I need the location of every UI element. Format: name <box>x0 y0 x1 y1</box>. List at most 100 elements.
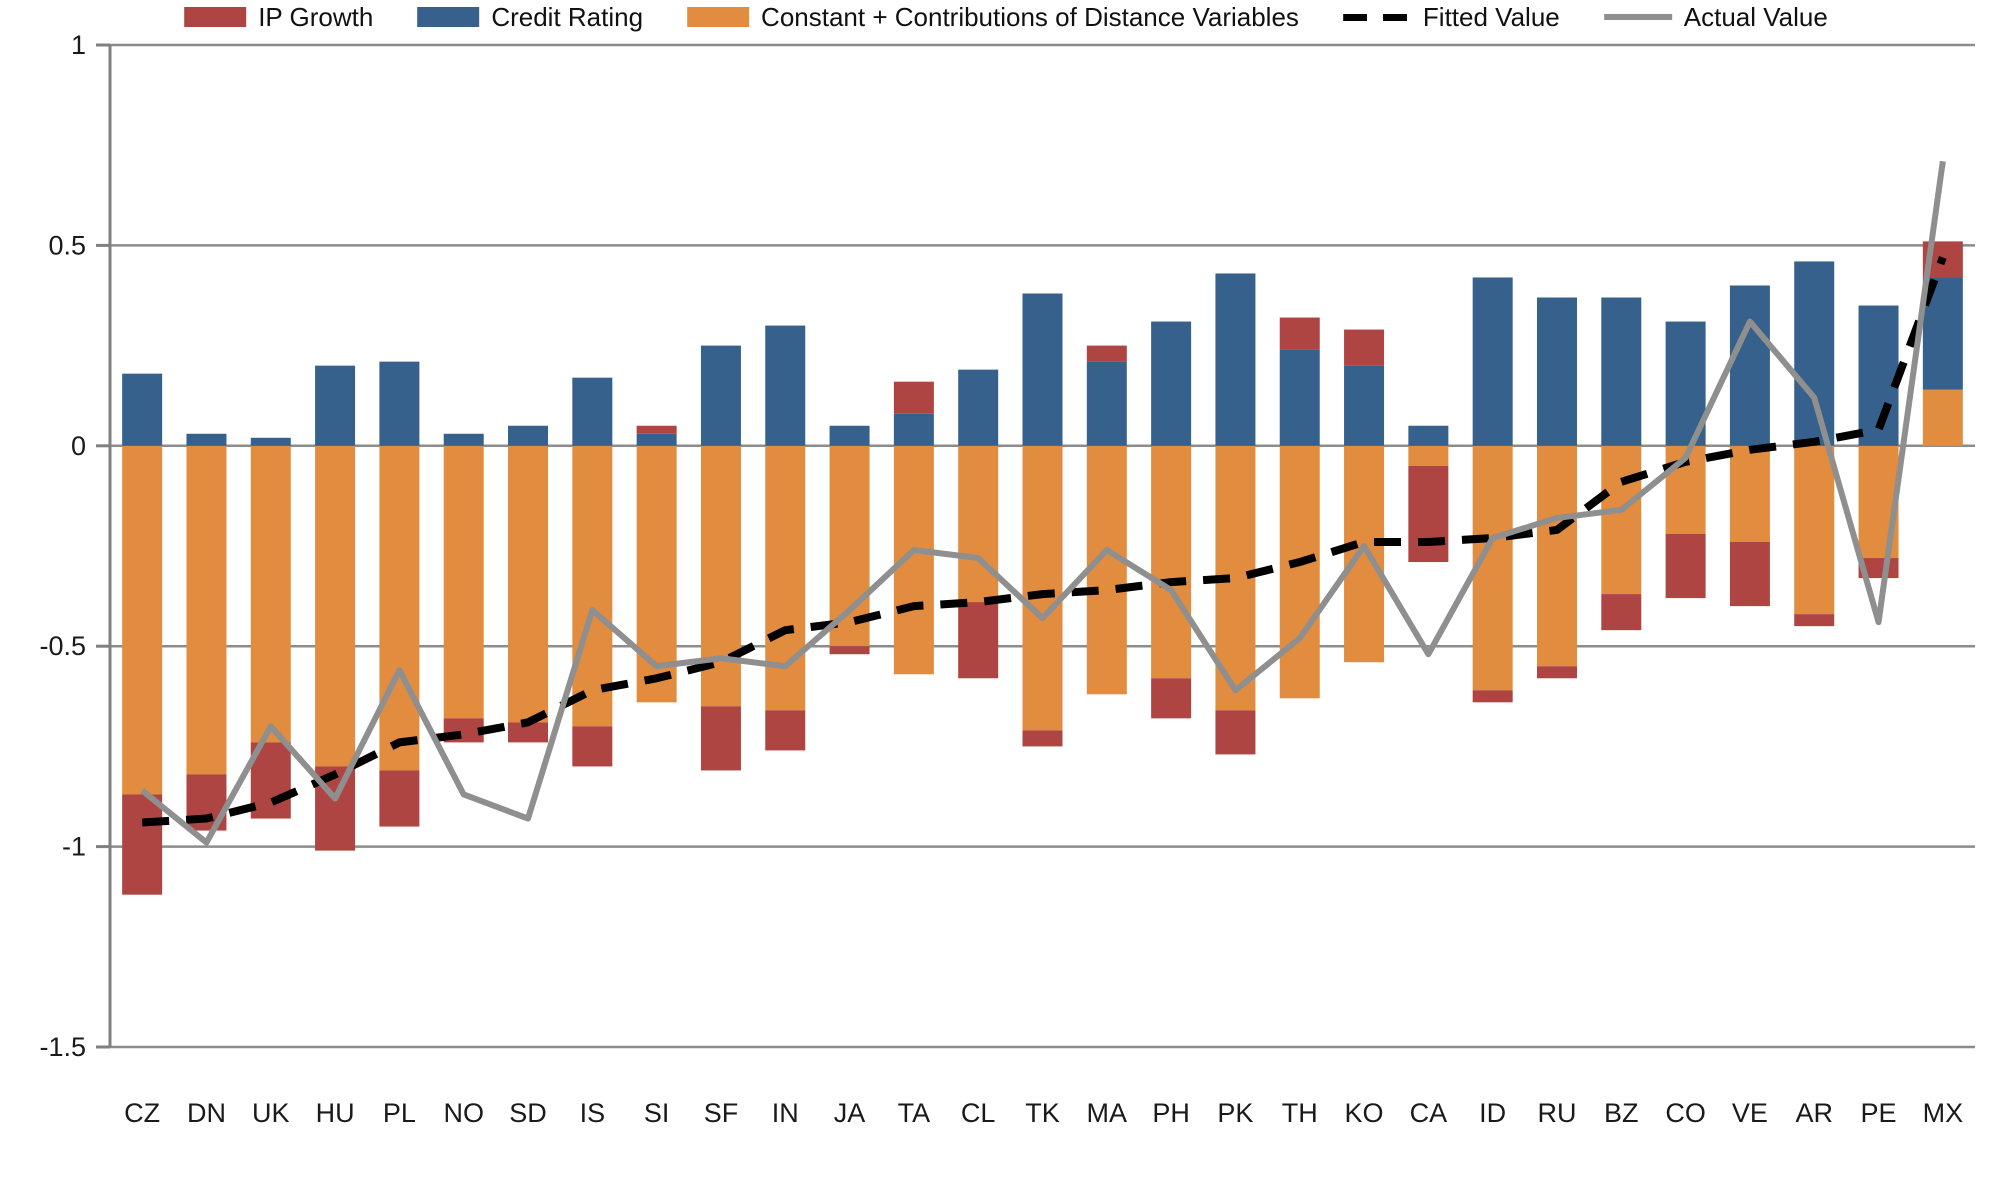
legend-item-fitted: Fitted Value <box>1342 2 1560 32</box>
bar-segment-constant_distance-IN <box>765 445 806 711</box>
y-axis-label: -1.5 <box>39 1032 86 1062</box>
bar-segment-credit_rating-JA <box>829 425 870 446</box>
legend-item-credit_rating: Credit Rating <box>417 4 643 30</box>
legend-line-sample-fitted <box>1342 13 1411 21</box>
bar-segment-ip_growth-TA <box>893 381 934 414</box>
x-axis-label-DN: DN <box>187 1098 226 1128</box>
bar-segment-ip_growth-ID <box>1472 690 1513 703</box>
bar-segment-ip_growth-SI <box>636 425 677 434</box>
bar-segment-ip_growth-CA <box>1408 465 1449 563</box>
x-axis-label-ID: ID <box>1479 1098 1506 1128</box>
bar-segment-credit_rating-CL <box>958 369 999 446</box>
x-axis-label-HU: HU <box>316 1098 355 1128</box>
bar-segment-constant_distance-RU <box>1536 445 1577 667</box>
bar-segment-ip_growth-PK <box>1215 710 1256 755</box>
bar-segment-constant_distance-TH <box>1279 445 1320 699</box>
x-axis-label-PK: PK <box>1217 1098 1253 1128</box>
bar-segment-constant_distance-MA <box>1086 445 1127 695</box>
bar-segment-credit_rating-PH <box>1151 321 1192 446</box>
x-axis-label-AR: AR <box>1795 1098 1833 1128</box>
bar-segment-ip_growth-KO <box>1344 329 1385 366</box>
x-axis-label-SF: SF <box>704 1098 739 1128</box>
legend-swatch-credit_rating <box>417 7 480 27</box>
bar-segment-credit_rating-IS <box>572 377 613 446</box>
bar-segment-credit_rating-SI <box>636 433 677 446</box>
bar-segment-constant_distance-SI <box>636 445 677 703</box>
x-axis-label-CO: CO <box>1665 1098 1706 1128</box>
legend-label-credit_rating: Credit Rating <box>491 2 644 32</box>
y-axis-label: 0 <box>71 431 86 461</box>
bar-segment-ip_growth-CO <box>1665 533 1706 599</box>
bar-segment-ip_growth-CZ <box>122 794 163 895</box>
bar-segment-constant_distance-DN <box>186 445 227 775</box>
bar-segment-ip_growth-VE <box>1729 541 1770 607</box>
bar-segment-credit_rating-PK <box>1215 273 1256 446</box>
x-axis-label-BZ: BZ <box>1604 1098 1639 1128</box>
bar-segment-credit_rating-AR <box>1794 261 1835 446</box>
bar-segment-constant_distance-IS <box>572 445 613 727</box>
x-axis-label-VE: VE <box>1732 1098 1768 1128</box>
x-axis-label-CA: CA <box>1410 1098 1448 1128</box>
bar-segment-constant_distance-PL <box>379 445 420 771</box>
bar-segment-credit_rating-TK <box>1022 293 1063 446</box>
bar-segment-ip_growth-SF <box>700 706 741 771</box>
bar-segment-credit_rating-TA <box>893 413 934 446</box>
x-axis-label-UK: UK <box>252 1098 290 1128</box>
bar-segment-constant_distance-CL <box>958 445 999 603</box>
bar-segment-constant_distance-TK <box>1022 445 1063 731</box>
legend-label-constant_distance: Constant + Contributions of Distance Var… <box>761 2 1299 32</box>
legend-item-ip_growth: IP Growth <box>184 4 373 30</box>
y-axis-label: -0.5 <box>39 631 86 661</box>
bar-segment-credit_rating-BZ <box>1601 297 1642 446</box>
bar-segment-credit_rating-UK <box>250 437 291 446</box>
bar-segment-ip_growth-IN <box>765 710 806 751</box>
bar-segment-credit_rating-CA <box>1408 425 1449 446</box>
legend-label-ip_growth: IP Growth <box>258 2 374 32</box>
bar-segment-constant_distance-VE <box>1729 445 1770 542</box>
bar-segment-constant_distance-BZ <box>1601 445 1642 595</box>
x-axis-label-PH: PH <box>1152 1098 1190 1128</box>
legend-item-constant_distance: Constant + Contributions of Distance Var… <box>687 4 1299 30</box>
bar-segment-constant_distance-UK <box>250 445 291 743</box>
x-axis-label-JA: JA <box>834 1098 866 1128</box>
bar-segment-constant_distance-NO <box>443 445 484 719</box>
bar-segment-credit_rating-VE <box>1729 285 1770 446</box>
bar-segment-credit_rating-HU <box>315 365 356 446</box>
bar-segment-ip_growth-TH <box>1279 317 1320 350</box>
y-axis-label: 0.5 <box>48 230 86 260</box>
y-axis-label: 1 <box>71 30 86 60</box>
x-axis-label-RU: RU <box>1537 1098 1576 1128</box>
x-axis-label-TK: TK <box>1025 1098 1060 1128</box>
bar-segment-credit_rating-MA <box>1086 361 1127 446</box>
bar-segment-credit_rating-KO <box>1344 365 1385 446</box>
bar-segment-constant_distance-CZ <box>122 445 163 795</box>
bar-segment-constant_distance-HU <box>315 445 356 767</box>
bar-segment-ip_growth-IS <box>572 726 613 767</box>
bar-segment-ip_growth-JA <box>829 646 870 655</box>
bar-segment-credit_rating-TH <box>1279 349 1320 446</box>
x-axis-label-SD: SD <box>509 1098 547 1128</box>
x-axis-label-TH: TH <box>1282 1098 1318 1128</box>
legend-item-actual: Actual Value <box>1603 2 1828 32</box>
bar-segment-ip_growth-TK <box>1022 730 1063 747</box>
legend-label-fitted: Fitted Value <box>1422 2 1560 32</box>
x-axis-label-CZ: CZ <box>124 1098 160 1128</box>
bar-segment-constant_distance-PH <box>1151 445 1192 679</box>
bar-segment-credit_rating-SF <box>700 345 741 446</box>
bar-segment-credit_rating-CZ <box>122 373 163 446</box>
bar-segment-constant_distance-AR <box>1794 445 1835 615</box>
x-axis-label-NO: NO <box>443 1098 484 1128</box>
bar-segment-ip_growth-AR <box>1794 614 1835 627</box>
bar-segment-constant_distance-KO <box>1344 445 1385 663</box>
x-axis-label-MX: MX <box>1923 1098 1964 1128</box>
bar-segment-credit_rating-NO <box>443 433 484 446</box>
bar-segment-constant_distance-CA <box>1408 445 1449 466</box>
x-axis-label-SI: SI <box>644 1098 670 1128</box>
legend-label-actual: Actual Value <box>1683 2 1828 32</box>
line-actual <box>140 160 1946 846</box>
line-fitted <box>141 256 1947 827</box>
x-axis-label-IS: IS <box>580 1098 606 1128</box>
legend-swatch-constant_distance <box>687 7 750 27</box>
